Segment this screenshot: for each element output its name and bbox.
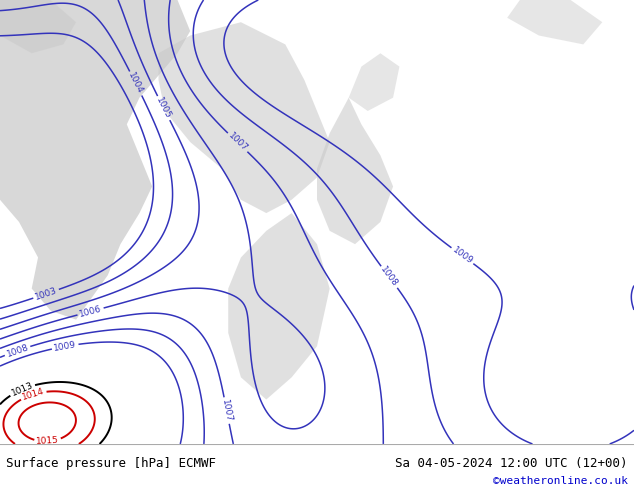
Polygon shape [0,0,190,319]
Text: 1003: 1003 [34,286,58,302]
Polygon shape [317,98,393,244]
Text: 1006: 1006 [79,304,103,319]
Text: 1009: 1009 [53,340,77,353]
Text: 1009: 1009 [450,245,474,266]
Text: 1007: 1007 [220,398,233,423]
Text: 1014: 1014 [21,387,46,402]
Polygon shape [158,22,330,213]
Text: ©weatheronline.co.uk: ©weatheronline.co.uk [493,476,628,486]
Text: 1008: 1008 [5,343,30,359]
Polygon shape [228,213,330,399]
Text: 1005: 1005 [155,96,173,121]
Text: 1007: 1007 [226,131,249,153]
Polygon shape [507,0,602,45]
Polygon shape [0,0,76,53]
Polygon shape [349,53,399,111]
Text: 1004: 1004 [127,71,145,96]
Text: Surface pressure [hPa] ECMWF: Surface pressure [hPa] ECMWF [6,457,216,470]
Text: 1008: 1008 [378,265,399,289]
Text: 1015: 1015 [36,436,60,446]
Text: 1013: 1013 [10,381,35,398]
Text: Sa 04-05-2024 12:00 UTC (12+00): Sa 04-05-2024 12:00 UTC (12+00) [395,457,628,470]
